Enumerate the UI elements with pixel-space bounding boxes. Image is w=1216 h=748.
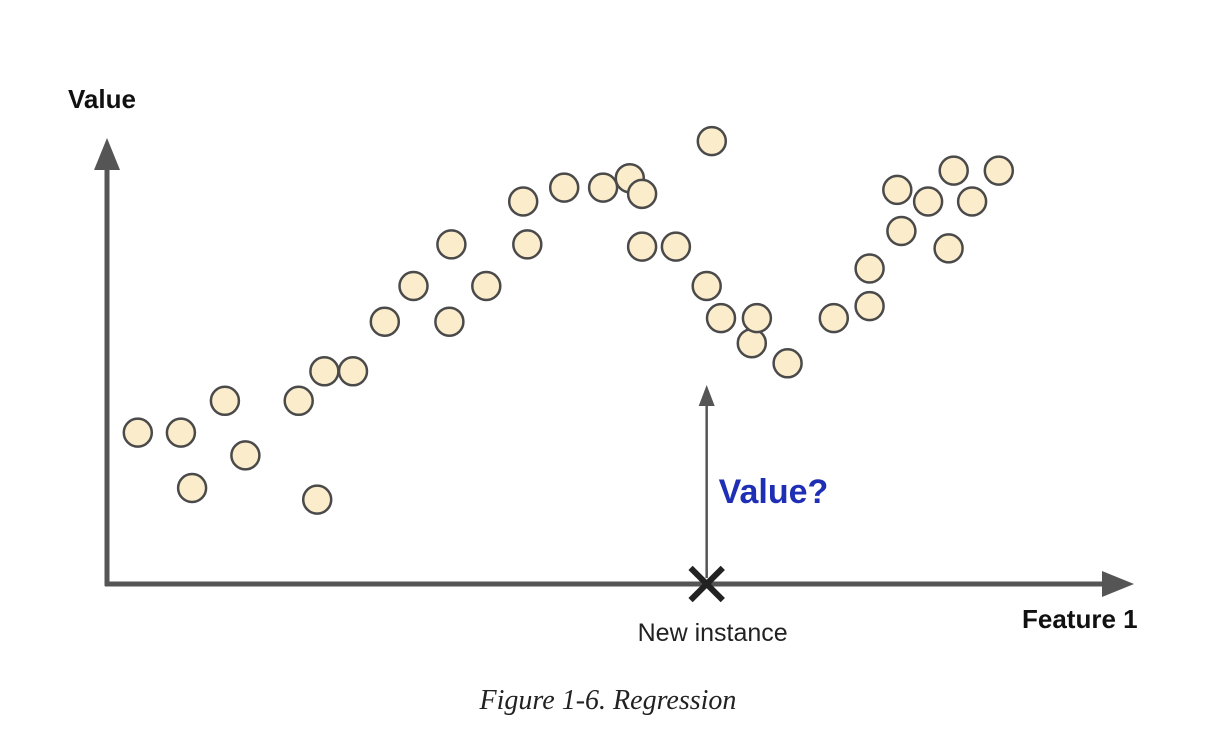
data-point: [886, 215, 917, 247]
data-point: [471, 270, 502, 302]
figure-caption: Figure 1-6. Regression: [479, 685, 737, 716]
data-point: [705, 302, 737, 334]
data-point: [337, 356, 369, 387]
data-point: [507, 186, 539, 217]
data-point: [626, 178, 658, 210]
x-axis-arrowhead: [1102, 571, 1134, 597]
data-point: [398, 270, 429, 302]
data-point: [882, 174, 913, 206]
data-point: [696, 125, 728, 157]
data-point: [209, 385, 241, 417]
data-point: [512, 229, 543, 260]
new-instance-marker: [688, 565, 725, 603]
new-instance-cross-stroke: [688, 565, 725, 603]
data-point: [230, 440, 261, 471]
data-point: [176, 472, 208, 504]
data-point: [369, 306, 401, 337]
data-point: [548, 172, 580, 203]
data-point: [309, 356, 340, 387]
y-axis-arrowhead: [94, 138, 120, 170]
x-axis-label: Feature 1: [1022, 604, 1138, 634]
data-point: [818, 302, 850, 334]
data-points: [122, 125, 1015, 515]
y-axis-label: Value: [68, 84, 136, 114]
data-point: [436, 229, 467, 260]
data-point: [912, 186, 944, 217]
value-query-arrowhead: [698, 385, 715, 406]
data-point: [283, 385, 314, 417]
data-point: [736, 327, 768, 359]
data-point: [854, 253, 885, 284]
data-point: [165, 417, 197, 448]
data-point: [933, 233, 964, 264]
data-point: [854, 290, 885, 322]
axes: [94, 138, 1134, 597]
data-point: [983, 155, 1015, 186]
value-question-label: Value?: [719, 473, 829, 511]
data-point: [626, 231, 658, 262]
data-point: [434, 306, 465, 337]
data-point: [301, 484, 333, 515]
data-point: [122, 417, 154, 448]
data-point: [587, 172, 619, 203]
data-point: [956, 186, 988, 217]
data-point: [772, 348, 803, 379]
data-point: [938, 155, 969, 186]
data-point: [691, 270, 722, 302]
new-instance-query: Value? New instance: [638, 385, 829, 647]
data-point: [660, 231, 692, 262]
data-point: [741, 302, 773, 334]
new-instance-label: New instance: [638, 619, 788, 647]
